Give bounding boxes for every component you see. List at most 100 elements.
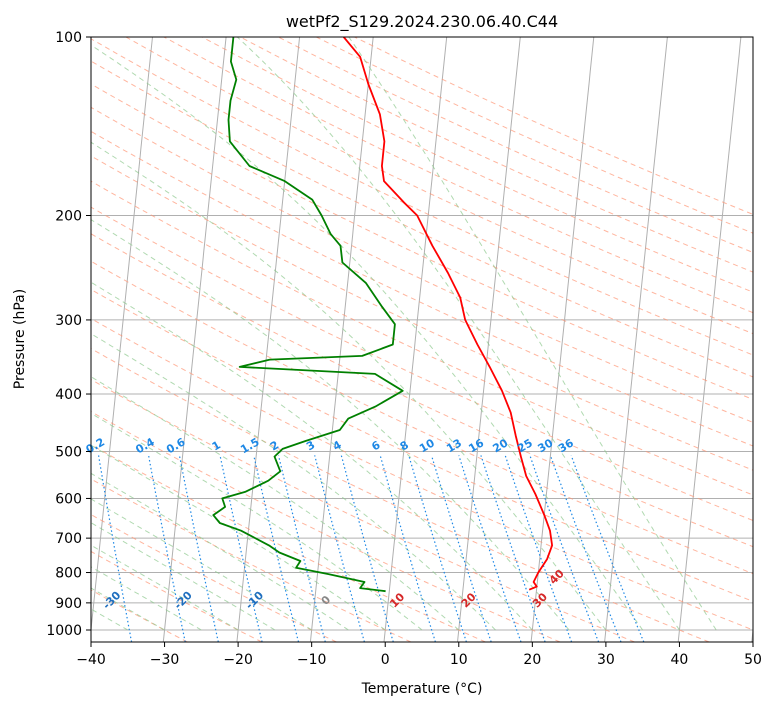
- dry-adiabat-label: 10: [387, 590, 407, 610]
- dry-adiabat-label: 40: [547, 567, 567, 587]
- plot-frame: [90, 36, 754, 643]
- mixing-ratio-line: [253, 455, 300, 642]
- mixing-ratio-line: [219, 455, 263, 642]
- dry-adiabat-line: [91, 288, 753, 602]
- y-tick-label: 900: [55, 596, 82, 612]
- dry-adiabat-line: [91, 589, 188, 642]
- temperature-profile-line: [343, 37, 553, 591]
- moist-adiabat-line: [91, 44, 644, 631]
- y-tick-label: 300: [55, 313, 82, 329]
- isotherm-line: [309, 37, 374, 642]
- y-tick-label: 600: [55, 491, 82, 507]
- isotherm-line: [677, 37, 742, 642]
- moist-adiabat-line: [91, 219, 570, 631]
- x-tick-label: 50: [744, 652, 762, 668]
- moist-adiabat-line: [91, 472, 349, 631]
- x-tick-label: 30: [597, 652, 615, 668]
- moist-adiabat-line: [91, 281, 533, 631]
- dry-adiabat-line: [91, 106, 753, 423]
- chart-title: wetPf2_S129.2024.230.06.40.C44: [286, 12, 558, 32]
- moist-adiabat-line: [91, 376, 460, 631]
- mixing-ratio-label: 13: [444, 436, 464, 455]
- mixing-ratio-line: [314, 455, 365, 642]
- y-tick-label: 700: [55, 531, 82, 547]
- mixing-ratio-line: [52, 455, 82, 642]
- mixing-ratio-line: [277, 455, 326, 642]
- mixing-ratio-line: [430, 455, 492, 642]
- mixing-ratio-label: 0.2: [84, 435, 107, 456]
- y-tick-label: 100: [55, 30, 82, 46]
- isotherm-line: [162, 37, 227, 642]
- dry-adiabat-label: 20: [459, 590, 479, 610]
- isotherm-line: [604, 37, 668, 642]
- isotherm-line: [0, 37, 5, 642]
- isotherm-line: [236, 37, 301, 642]
- dry-adiabat-line: [91, 130, 753, 447]
- dry-adiabat-label: -30: [100, 589, 123, 612]
- mixing-ratio-label: 16: [466, 436, 486, 455]
- mixing-ratio-line: [570, 455, 645, 642]
- dry-adiabat-line: [91, 155, 753, 471]
- mixing-ratio-line: [408, 455, 467, 642]
- moist-adiabat-line: [236, 37, 680, 631]
- dry-adiabat-line: [91, 260, 753, 575]
- x-tick-label: −20: [223, 652, 253, 668]
- dry-adiabat-line: [201, 37, 753, 293]
- mixing-ratio-line: [379, 455, 436, 642]
- x-tick-label: 20: [523, 652, 541, 668]
- x-tick-label: −10: [297, 652, 327, 668]
- y-axis-label: Pressure (hPa): [12, 289, 28, 389]
- dry-adiabat-line: [316, 37, 753, 234]
- dry-adiabat-line: [91, 347, 710, 642]
- axes: −40 −30 −20 −10 0 10 20 30 40 50 100 200 300 400 500 60…: [46, 30, 762, 668]
- x-tick-label: −40: [76, 652, 106, 668]
- mixing-ratio-line: [480, 455, 546, 642]
- isotherm-line: [530, 37, 595, 642]
- dry-adiabat-line: [91, 410, 561, 642]
- moist-adiabat-line: [91, 412, 423, 631]
- mixing-ratio-line: [340, 455, 394, 642]
- moist-adiabat-line: [91, 566, 202, 631]
- dry-adiabat-line: [91, 206, 753, 522]
- x-tick-label: 0: [381, 652, 390, 668]
- x-tick-label: 10: [450, 652, 468, 668]
- isotherm-line: [91, 37, 153, 636]
- moist-adiabat-line: [348, 37, 717, 631]
- dry-adiabat-label: -10: [243, 589, 266, 612]
- y-tick-label: 200: [55, 209, 82, 225]
- x-tick-label: −30: [150, 652, 180, 668]
- moist-adiabat-line: [91, 444, 386, 631]
- y-tick-label: 400: [55, 387, 82, 403]
- dry-adiabat-line: [91, 180, 753, 496]
- isotherm-line: [383, 37, 448, 642]
- moist-adiabat-line: [91, 544, 239, 631]
- x-tick-label: 40: [671, 652, 689, 668]
- mixing-ratio-line: [98, 455, 133, 642]
- y-tick-label: 500: [55, 444, 82, 460]
- profile-lines: [212, 37, 553, 593]
- background-lines: [0, 37, 753, 642]
- dry-adiabat-line: [91, 318, 753, 631]
- mixing-ratio-label: 10: [417, 436, 437, 455]
- dry-adiabat-line: [91, 444, 486, 642]
- mixing-ratio-line: [458, 455, 522, 642]
- mixing-ratio-label: 0.4: [133, 435, 157, 456]
- dry-adiabat-line: [91, 38, 753, 356]
- moist-adiabat-line: [91, 498, 312, 631]
- dry-adiabat-line: [91, 233, 753, 548]
- dry-adiabat-line: [163, 37, 753, 314]
- line-labels: 0.2 0.4 0.6 1 1.5 2 3 4 6 8 10 13 16 20 25 30 36-30 -20 -1…: [84, 435, 577, 612]
- x-axis-label: Temperature (°C): [361, 681, 483, 697]
- mixing-ratio-line: [178, 455, 219, 642]
- isotherm-line: [457, 37, 521, 642]
- moist-adiabat-line: [91, 333, 496, 631]
- dry-adiabat-label: -20: [172, 589, 195, 612]
- dry-adiabat-line: [91, 378, 635, 642]
- mixing-ratio-label: 36: [556, 436, 576, 455]
- dewpoint-profile-line: [212, 37, 404, 593]
- dry-adiabat-line: [91, 550, 263, 642]
- moist-adiabat-line: [91, 522, 276, 631]
- isotherm-line: [751, 624, 753, 642]
